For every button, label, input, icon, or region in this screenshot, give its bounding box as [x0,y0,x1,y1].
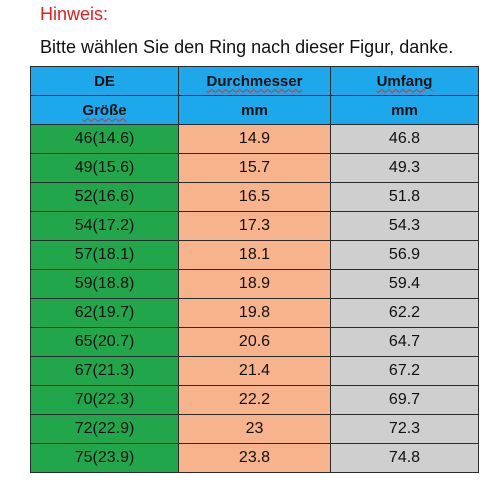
size-cell: 54(17.2) [30,211,179,241]
table-row: 67(21.3) 21.4 67.2 [30,356,479,386]
circumference-cell: 51.8 [330,182,479,212]
size-cell: 59(18.8) [30,269,179,299]
circumference-cell: 59.4 [330,269,479,299]
diameter-cell: 23.8 [178,443,331,473]
unit-size: Größe [30,95,179,125]
diameter-cell: 17.3 [178,211,331,241]
table-row: 72(22.9) 23 72.3 [30,414,479,444]
size-cell: 52(16.6) [30,182,179,212]
table-row: 54(17.2) 17.3 54.3 [30,211,479,241]
diameter-cell: 18.9 [178,269,331,299]
table-row: 59(18.8) 18.9 59.4 [30,269,479,299]
unit-size-label: Größe [82,101,127,119]
size-cell: 57(18.1) [30,240,179,270]
unit-circumference: mm [330,95,479,125]
size-cell: 62(19.7) [30,298,179,328]
circumference-cell: 56.9 [330,240,479,270]
header-diameter-label: Durchmesser [206,72,303,90]
note-text: Bitte wählen Sie den Ring nach dieser Fi… [40,37,454,57]
diameter-cell: 23 [178,414,331,444]
circumference-cell: 69.7 [330,385,479,415]
size-cell: 46(14.6) [30,124,179,154]
size-cell: 49(15.6) [30,153,179,183]
diameter-cell: 20.6 [178,327,331,357]
size-cell: 67(21.3) [30,356,179,386]
table-row: 57(18.1) 18.1 56.9 [30,240,479,270]
unit-circumference-label: mm [391,101,418,119]
note-title: Hinweis: [40,4,109,24]
diameter-cell: 22.2 [178,385,331,415]
header-size-label: DE [94,72,115,90]
header-size: DE [30,66,179,96]
size-cell: 72(22.9) [30,414,179,444]
table-row: 75(23.9) 23.8 74.8 [30,443,479,473]
circumference-cell: 46.8 [330,124,479,154]
diameter-cell: 16.5 [178,182,331,212]
table-row: 49(15.6) 15.7 49.3 [30,153,479,183]
table-row: 70(22.3) 22.2 69.7 [30,385,479,415]
diameter-cell: 19.8 [178,298,331,328]
ring-size-table: DE Durchmesser Umfang Größe mm mm 46(14.… [30,66,479,473]
circumference-cell: 74.8 [330,443,479,473]
unit-diameter-label: mm [241,101,268,119]
circumference-cell: 62.2 [330,298,479,328]
table-row: 52(16.6) 16.5 51.8 [30,182,479,212]
diameter-cell: 14.9 [178,124,331,154]
size-cell: 65(20.7) [30,327,179,357]
circumference-cell: 54.3 [330,211,479,241]
size-cell: 75(23.9) [30,443,179,473]
unit-row: Größe mm mm [30,95,479,125]
table-row: 62(19.7) 19.8 62.2 [30,298,479,328]
diameter-cell: 15.7 [178,153,331,183]
header-row: DE Durchmesser Umfang [30,66,479,96]
circumference-cell: 67.2 [330,356,479,386]
unit-diameter: mm [178,95,331,125]
table-row: 65(20.7) 20.6 64.7 [30,327,479,357]
table-row: 46(14.6) 14.9 46.8 [30,124,479,154]
header-diameter: Durchmesser [178,66,331,96]
circumference-cell: 72.3 [330,414,479,444]
circumference-cell: 64.7 [330,327,479,357]
header-circumference: Umfang [330,66,479,96]
header-circumference-label: Umfang [376,72,433,90]
diameter-cell: 18.1 [178,240,331,270]
diameter-cell: 21.4 [178,356,331,386]
size-cell: 70(22.3) [30,385,179,415]
circumference-cell: 49.3 [330,153,479,183]
